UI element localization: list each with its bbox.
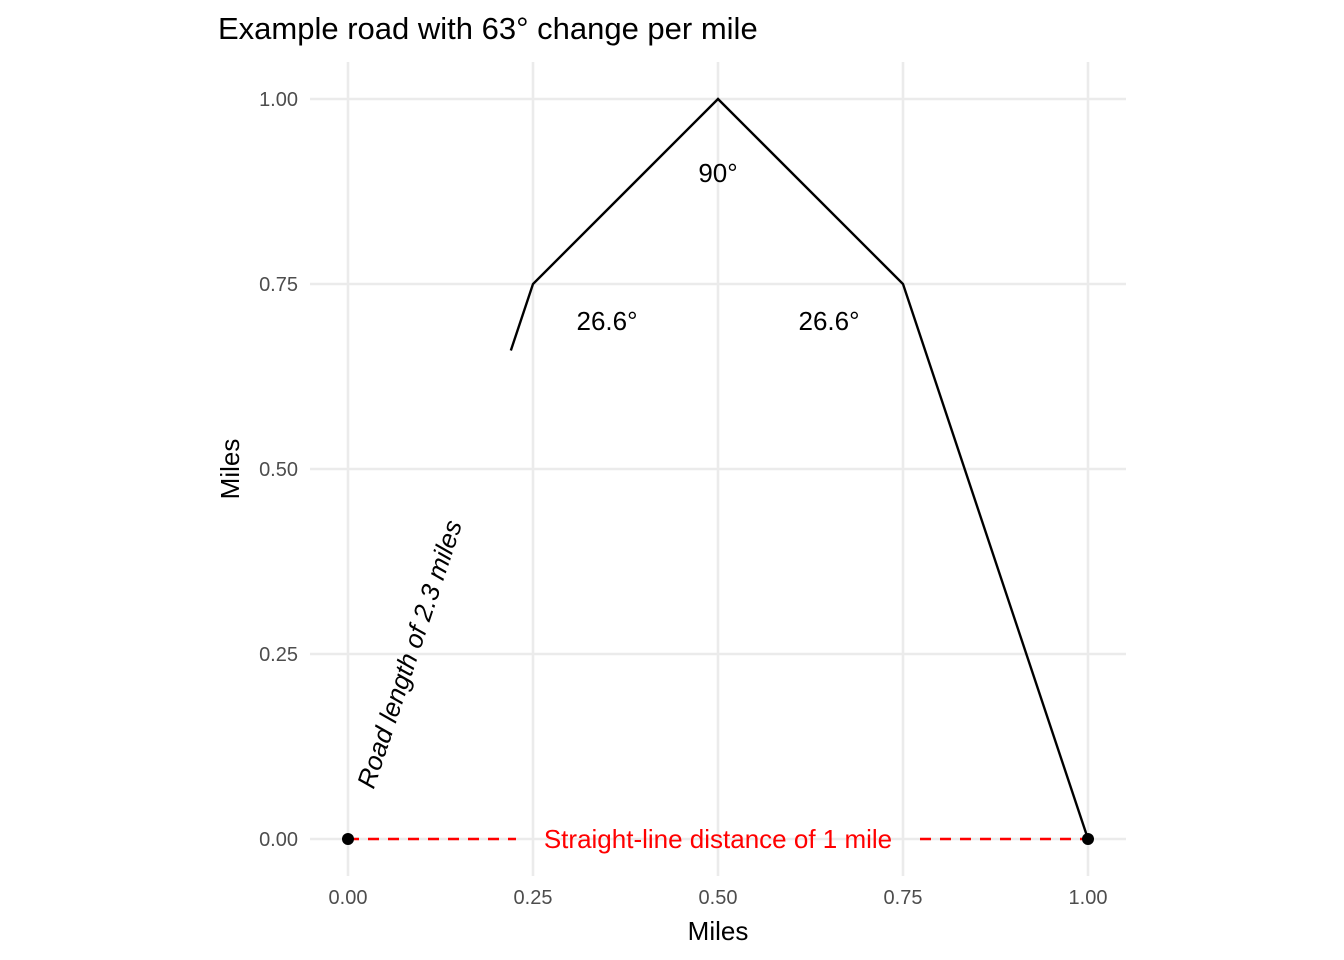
angle-label: 26.6° (798, 306, 859, 336)
angle-label: 90° (698, 158, 737, 188)
grid-lines (310, 62, 1126, 876)
x-tick-label: 0.00 (329, 887, 368, 909)
y-tick-label: 0.50 (259, 459, 298, 481)
chart-title: Example road with 63° change per mile (218, 11, 758, 46)
y-tick-label: 0.00 (259, 829, 298, 851)
x-tick-label: 1.00 (1069, 887, 1108, 909)
x-tick-label: 0.50 (699, 887, 738, 909)
straight-line-label: Straight-line distance of 1 mile (544, 824, 892, 854)
angle-label: 26.6° (576, 306, 637, 336)
plot-data: Straight-line distance of 1 mile (342, 97, 1094, 854)
y-tick-label: 0.25 (259, 644, 298, 666)
road-line (509, 97, 1090, 840)
annotations: 90°26.6° 26.6°Road length of 2.3 miles (351, 158, 860, 792)
y-axis-title: Miles (215, 439, 245, 500)
endpoint-marker (1082, 833, 1094, 845)
y-tick-label: 1.00 (259, 89, 298, 111)
y-tick-label: 0.75 (259, 274, 298, 296)
x-tick-label: 0.25 (514, 887, 553, 909)
endpoint-marker (342, 833, 354, 845)
x-tick-label: 0.75 (884, 887, 923, 909)
x-axis-title: Miles (688, 916, 749, 946)
axis-ticks: 0.00 0.25 0.50 0.75 1.00 0.00 0.25 0.50 0.75 1.00 (259, 89, 1107, 909)
